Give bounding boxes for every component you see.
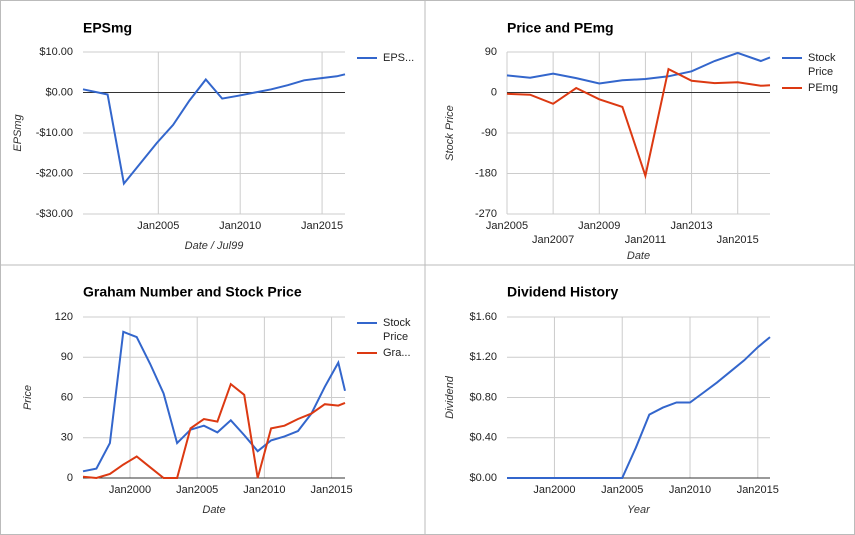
y-tick-label: 120 [55,311,73,323]
x-tick-label: Jan2005 [176,484,218,496]
y-tick-label: 90 [485,46,497,58]
x-tick-label: Jan2015 [717,234,759,246]
y-tick-label: -180 [475,167,497,179]
legend-label: Stock Price [808,52,839,78]
legend-label-part: Price [808,66,833,78]
legend-label: Gra... [383,347,411,359]
y-tick-label: $0.40 [469,432,497,444]
x-tick-label: Jan2005 [486,220,528,232]
y-tick-label: $1.60 [469,311,497,323]
y-tick-label: -90 [481,127,497,139]
y-tick-label: $1.20 [469,351,497,363]
x-tick-label: Jan2005 [137,220,179,232]
x-tick-label: Jan2013 [670,220,712,232]
y-tick-label: $0.80 [469,391,497,403]
x-axis-label: Date / Jul99 [185,240,244,252]
y-tick-label: $0.00 [45,86,73,98]
x-tick-label: Jan2000 [533,484,575,496]
x-tick-label: Jan2015 [310,484,352,496]
y-axis-label: Stock Price [444,105,456,161]
chart-title: EPSmg [83,20,132,36]
legend-label-part: Price [383,331,408,343]
x-axis-label: Year [627,504,651,516]
y-tick-label: $0.00 [469,472,497,484]
y-tick-label: -$20.00 [36,167,73,179]
x-axis-label: Date [627,250,650,262]
legend-label: PEmg [808,82,838,94]
x-tick-label: Jan2015 [301,220,343,232]
series-line [82,382,346,480]
legend-label: EPS... [383,52,414,64]
y-tick-label: 0 [67,472,73,484]
x-tick-label: Jan2007 [532,234,574,246]
x-axis-label: Date [202,504,225,516]
x-tick-label: Jan2010 [219,220,261,232]
y-tick-label: 90 [61,351,73,363]
chart-title: Dividend History [507,284,618,300]
x-tick-label: Jan2010 [669,484,711,496]
y-tick-label: -270 [475,208,497,220]
series-line [506,51,771,85]
x-tick-label: Jan2000 [109,484,151,496]
y-tick-label: -$10.00 [36,127,73,139]
series-line [82,73,346,186]
series-line [82,330,346,473]
legend-label-part: Stock [383,317,414,329]
y-axis-label: EPSmg [12,113,24,151]
y-axis-label: Dividend [444,375,456,419]
y-tick-label: -$30.00 [36,208,73,220]
legend-label-part: Stock [808,52,839,64]
legend-label: Stock Price [383,317,414,343]
series-line [506,67,771,180]
x-tick-label: Jan2011 [625,234,666,246]
chart-title: Graham Number and Stock Price [83,284,302,300]
y-tick-label: 30 [61,432,73,444]
x-tick-label: Jan2010 [243,484,285,496]
y-axis-label: Price [22,385,34,410]
x-tick-label: Jan2015 [737,484,779,496]
x-tick-label: Jan2005 [601,484,643,496]
series-line [507,336,771,479]
y-tick-label: 60 [61,391,73,403]
x-tick-label: Jan2009 [578,220,620,232]
y-tick-label: 0 [491,86,497,98]
chart-title: Price and PEmg [507,20,614,36]
y-tick-label: $10.00 [39,46,73,58]
